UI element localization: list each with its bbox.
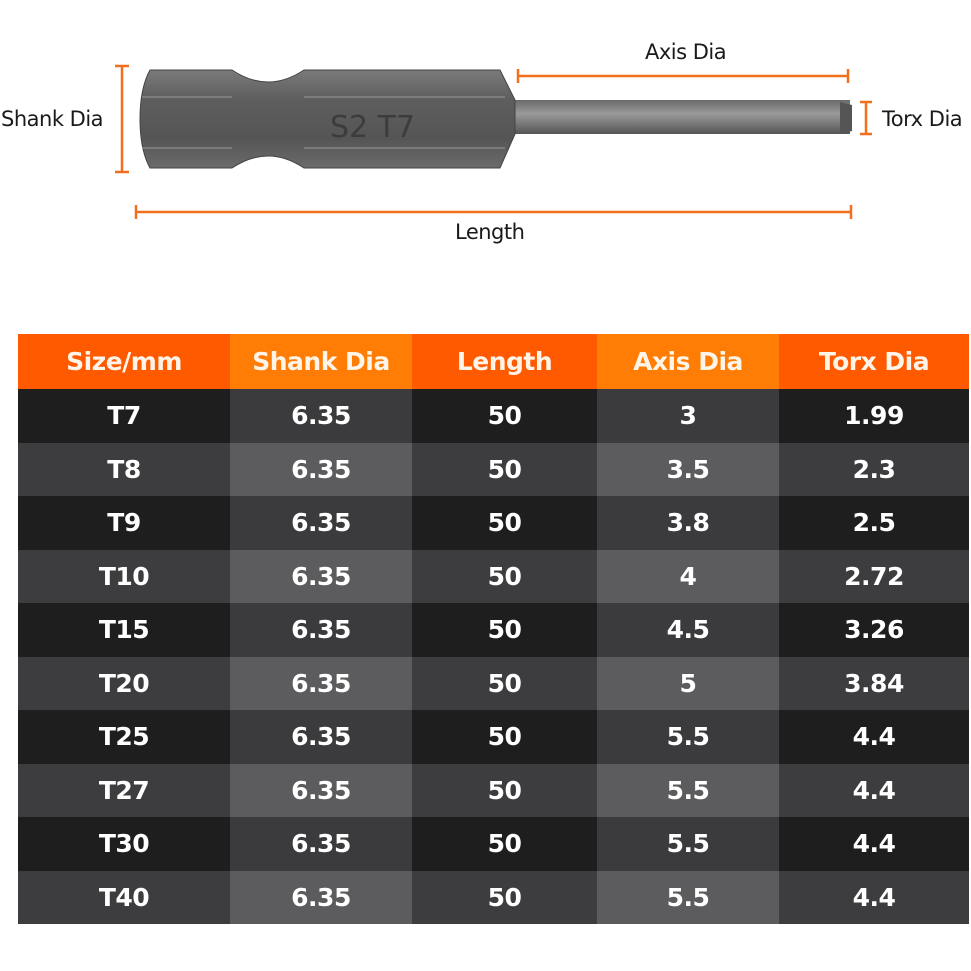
table-row: T27 6.35 50 5.5 4.4 — [18, 763, 969, 817]
table-row: T25 6.35 50 5.5 4.4 — [18, 710, 969, 764]
table-cell: 2.3 — [779, 442, 969, 496]
table-row: T7 6.35 50 3 1.99 — [18, 389, 969, 443]
table-cell: 4.4 — [779, 763, 969, 817]
table-header-row: Size/mm Shank Dia Length Axis Dia Torx Dia — [18, 334, 969, 389]
table-cell: T30 — [18, 817, 230, 871]
column-header: Axis Dia — [597, 334, 779, 389]
table-cell: 6.35 — [230, 763, 412, 817]
table-cell: 4 — [597, 549, 779, 603]
table-cell: 3.26 — [779, 603, 969, 657]
table-cell: 6.35 — [230, 817, 412, 871]
torx-dia-label: Torx Dia — [882, 107, 963, 131]
table-cell: T25 — [18, 710, 230, 764]
table-cell: 5.5 — [597, 710, 779, 764]
table-cell: 50 — [412, 870, 597, 924]
table-cell: 3.84 — [779, 656, 969, 710]
table-cell: T15 — [18, 603, 230, 657]
bit-body: S2 T7 — [139, 69, 852, 169]
table-cell: 4.5 — [597, 603, 779, 657]
table-row: T10 6.35 50 4 2.72 — [18, 549, 969, 603]
table-cell: 50 — [412, 603, 597, 657]
table-cell: T10 — [18, 549, 230, 603]
column-header: Torx Dia — [779, 334, 969, 389]
table-row: T8 6.35 50 3.5 2.3 — [18, 442, 969, 496]
table-cell: 50 — [412, 710, 597, 764]
table-cell: 4.4 — [779, 870, 969, 924]
table-cell: 50 — [412, 656, 597, 710]
table-row: T15 6.35 50 4.5 3.26 — [18, 603, 969, 657]
axis-dia-label: Axis Dia — [645, 40, 727, 64]
table-cell: 6.35 — [230, 549, 412, 603]
column-header: Length — [412, 334, 597, 389]
table-cell: 6.35 — [230, 870, 412, 924]
table-cell: 3.8 — [597, 496, 779, 550]
table-cell: 6.35 — [230, 442, 412, 496]
table-cell: T7 — [18, 389, 230, 443]
table-row: T30 6.35 50 5.5 4.4 — [18, 817, 969, 871]
table-cell: 2.72 — [779, 549, 969, 603]
table-cell: T20 — [18, 656, 230, 710]
table-cell: T8 — [18, 442, 230, 496]
table-cell: 5 — [597, 656, 779, 710]
table-cell: 6.35 — [230, 496, 412, 550]
length-label: Length — [455, 220, 525, 244]
table-cell: 50 — [412, 389, 597, 443]
table-row: T20 6.35 50 5 3.84 — [18, 656, 969, 710]
table-cell: 6.35 — [230, 603, 412, 657]
column-header: Size/mm — [18, 334, 230, 389]
torx-bit-illustration: S2 T7 — [115, 64, 872, 219]
table-cell: T9 — [18, 496, 230, 550]
spec-table: Size/mm Shank Dia Length Axis Dia Torx Dia T… — [18, 334, 969, 924]
table-cell: 50 — [412, 763, 597, 817]
table-row: T9 6.35 50 3.8 2.5 — [18, 496, 969, 550]
table-cell: T40 — [18, 870, 230, 924]
table-cell: 1.99 — [779, 389, 969, 443]
table-cell: 50 — [412, 817, 597, 871]
table-cell: 3 — [597, 389, 779, 443]
table-cell: 5.5 — [597, 870, 779, 924]
table-row: T40 6.35 50 5.5 4.4 — [18, 870, 969, 924]
table-cell: 6.35 — [230, 389, 412, 443]
dimension-lines — [115, 64, 872, 219]
table-cell: 5.5 — [597, 817, 779, 871]
table-cell: 4.4 — [779, 817, 969, 871]
column-header: Shank Dia — [230, 334, 412, 389]
table-cell: T27 — [18, 763, 230, 817]
table-cell: 5.5 — [597, 763, 779, 817]
bit-marking: S2 T7 — [330, 110, 415, 145]
table-cell: 6.35 — [230, 656, 412, 710]
table-cell: 50 — [412, 549, 597, 603]
table-cell: 50 — [412, 442, 597, 496]
table-cell: 50 — [412, 496, 597, 550]
table-cell: 2.5 — [779, 496, 969, 550]
table-cell: 6.35 — [230, 710, 412, 764]
table-cell: 3.5 — [597, 442, 779, 496]
table-cell: 4.4 — [779, 710, 969, 764]
shank-dia-label: Shank Dia — [1, 107, 104, 131]
